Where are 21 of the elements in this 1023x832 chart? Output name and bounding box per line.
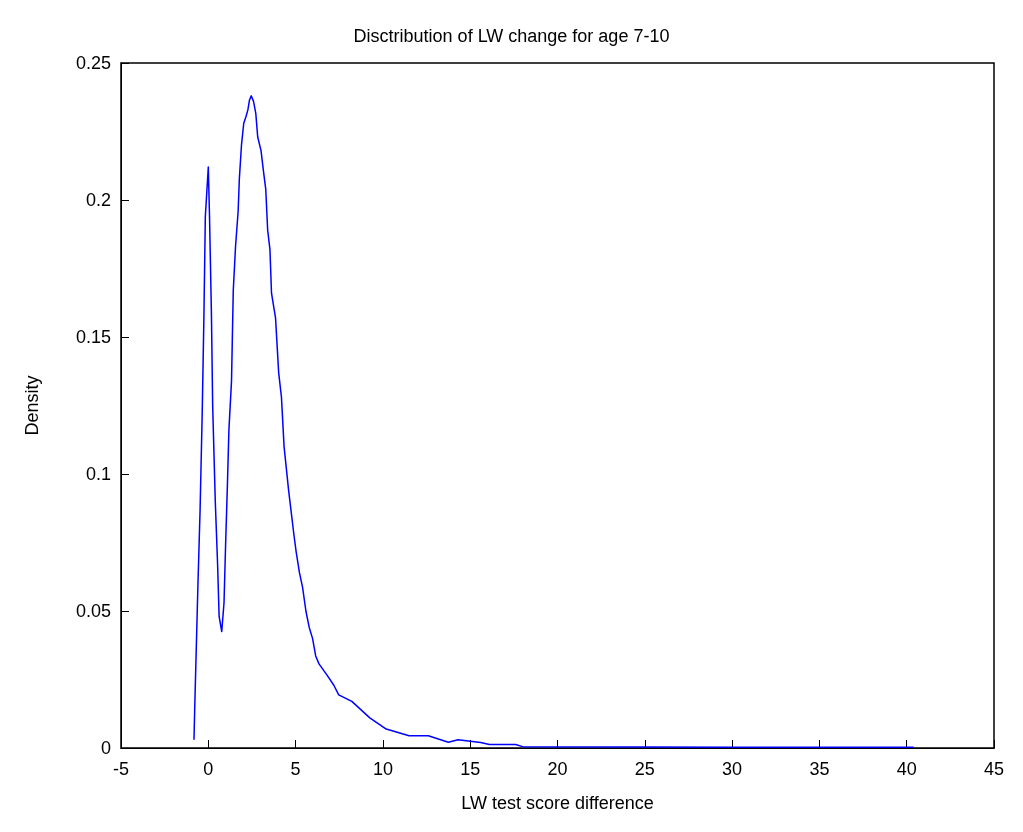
y-tick-label: 0 — [100, 738, 111, 758]
x-tick-label: 40 — [896, 759, 917, 779]
x-tick-label: 20 — [547, 759, 568, 779]
x-tick-label: 15 — [460, 759, 481, 779]
y-tick-label: 0.1 — [85, 464, 111, 484]
x-tick-label: 45 — [983, 759, 1005, 779]
x-tick-label: -5 — [112, 759, 130, 779]
y-tick-label: 0.2 — [85, 190, 111, 210]
chart-title: Disctribution of LW change for age 7-10 — [353, 26, 670, 46]
line-series — [193, 95, 915, 748]
y-tick-label: 0.25 — [75, 53, 111, 73]
x-tick-label: 0 — [203, 759, 214, 779]
x-tick-label: 30 — [722, 759, 743, 779]
x-axis-title: LW test score difference — [461, 793, 654, 813]
x-tick-label: 5 — [290, 759, 301, 779]
x-tick-label: 25 — [634, 759, 655, 779]
y-tick-label: 0.15 — [75, 327, 111, 347]
x-tick-label: 10 — [372, 759, 393, 779]
y-axis-title: Density — [22, 375, 42, 436]
x-tick-label: 35 — [809, 759, 830, 779]
y-tick-label: 0.05 — [75, 601, 111, 621]
